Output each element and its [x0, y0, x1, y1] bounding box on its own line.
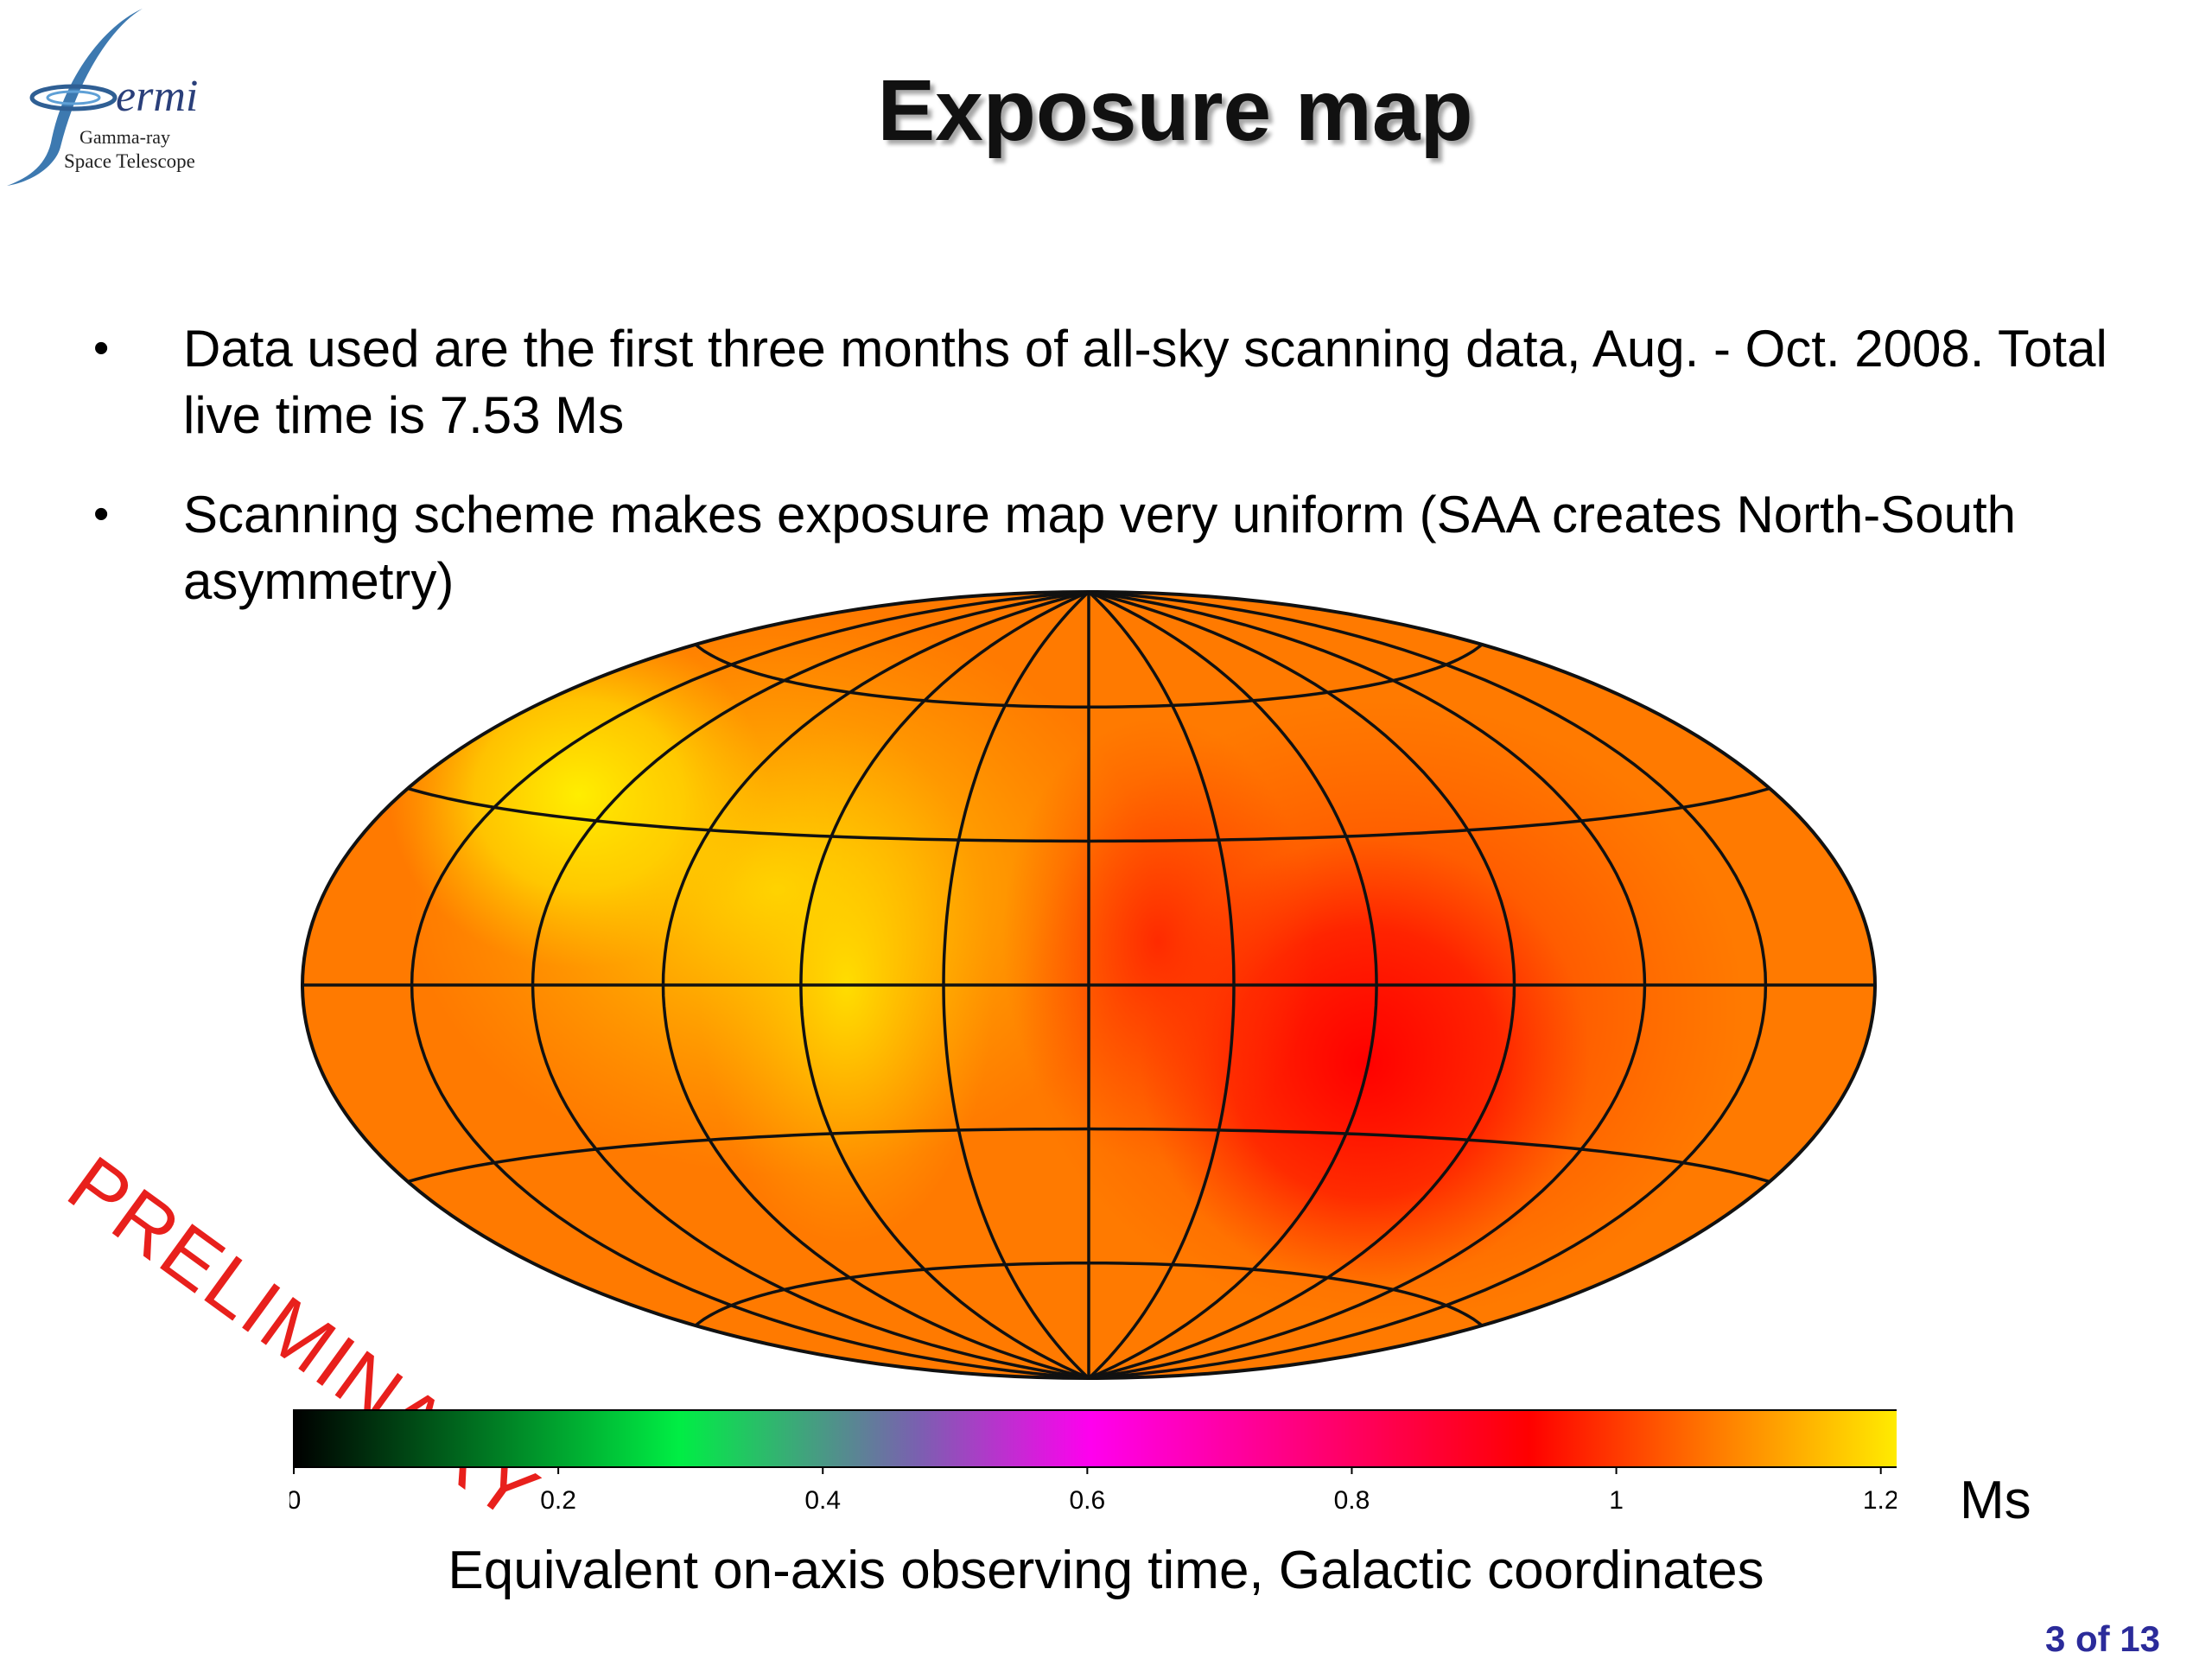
bullet-marker: •: [93, 323, 110, 373]
colorbar-tick-label: 0.4: [804, 1486, 841, 1514]
parallel-line: [407, 1127, 1770, 1184]
exposure-map: [294, 579, 1884, 1391]
bullet-text: Scanning scheme makes exposure map very …: [183, 486, 2016, 610]
logo-line2: Space Telescope: [64, 150, 195, 172]
colorbar-tick-label: 0.6: [1069, 1486, 1105, 1514]
bullet-text: Data used are the first three months of …: [183, 320, 2107, 444]
bullet-item: • Data used are the first three months o…: [86, 315, 2177, 448]
colorbar-gradient: [293, 1409, 1897, 1468]
bullet-marker: •: [93, 489, 110, 539]
colorbar-tick-label: 0: [289, 1486, 301, 1514]
logo-name: ermi: [116, 72, 198, 121]
page-number: 3 of 13: [2044, 1618, 2160, 1659]
figure-caption: Equivalent on-axis observing time, Galac…: [448, 1541, 1764, 1600]
coordinate-grid: [301, 590, 1877, 1380]
bullet-item: • Scanning scheme makes exposure map ver…: [86, 481, 2177, 614]
logo-orbit: [29, 84, 118, 111]
parallel-line: [694, 643, 1484, 709]
colorbar-tick-label: 1: [1609, 1486, 1624, 1514]
colorbar-unit: Ms: [1960, 1471, 2031, 1530]
page-title: Exposure map: [877, 62, 1473, 159]
colorbar-tick-label: 1.2: [1863, 1486, 1897, 1514]
colorbar-ticks: 0 0.2 0.4 0.6 0.8 1 1.2: [289, 1467, 1897, 1514]
colorbar-tick-label: 0.2: [540, 1486, 576, 1514]
fermi-logo: ermi Gamma-ray Space Telescope: [0, 0, 242, 199]
parallel-line: [694, 1261, 1484, 1327]
colorbar-tick-label: 0.8: [1334, 1486, 1370, 1514]
colorbar: 0 0.2 0.4 0.6 0.8 1 1.2: [289, 1393, 1897, 1514]
logo-line1: Gamma-ray: [79, 126, 170, 148]
parallel-line: [407, 786, 1770, 843]
bullet-list: • Data used are the first three months o…: [86, 315, 2177, 647]
logo-swoosh: [7, 9, 143, 186]
